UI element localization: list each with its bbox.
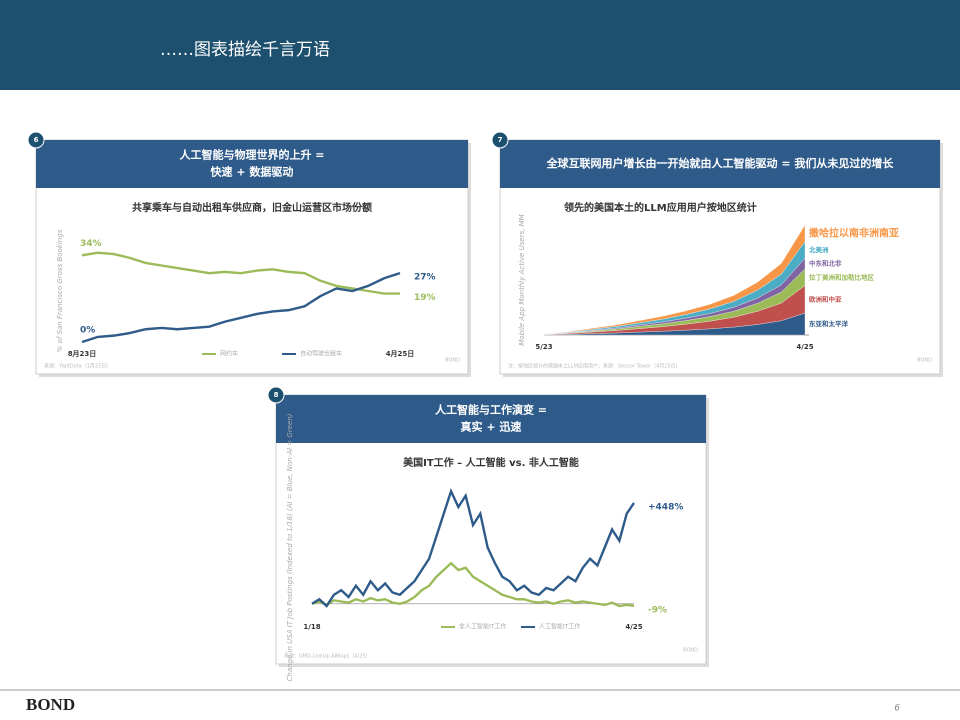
x-tick-label: 4/25 xyxy=(625,623,642,631)
series-label: 北美洲 xyxy=(809,245,829,254)
value-label: 27% xyxy=(414,273,436,283)
card-header xyxy=(36,140,468,188)
value-label: +448% xyxy=(648,502,683,512)
card-number: 7 xyxy=(498,136,503,144)
card-title: 人工智能与工作演变 = xyxy=(435,403,547,417)
credit: BOND xyxy=(445,358,460,364)
legend-label: 网约车 xyxy=(220,350,238,358)
card-title: 人工智能与物理世界的上升 = xyxy=(179,148,324,162)
legend-label: 非人工智能IT工作 xyxy=(459,623,506,631)
series-label: 中东和北非 xyxy=(809,259,842,268)
credit: BOND xyxy=(683,648,698,654)
card-badge xyxy=(267,386,285,404)
value-label: 34% xyxy=(80,239,102,249)
brand: BOND xyxy=(26,695,75,714)
card-number: 8 xyxy=(274,391,279,399)
series-line xyxy=(81,272,401,344)
card-title: 全球互联网用户增长由一开始就由人工智能驱动 = 我们从未见过的增长 xyxy=(546,156,895,170)
series-label: 欧洲和中亚 xyxy=(809,294,842,303)
slide-title: ……图表描绘千言万语 xyxy=(160,40,330,60)
legend-label: 自动驾驶出租车 xyxy=(300,350,342,358)
card-badge xyxy=(491,131,509,149)
value-label: -9% xyxy=(648,605,667,615)
x-tick-label: 8月23日 xyxy=(68,350,97,358)
header-band xyxy=(0,0,960,90)
credit: BOND xyxy=(917,358,932,364)
x-tick-label: 4/25 xyxy=(796,343,813,351)
y-axis-label: Change in USA IT Job Postings (Indexed t… xyxy=(286,413,294,681)
card-number: 6 xyxy=(34,136,39,144)
card-badge xyxy=(27,131,45,149)
y-axis-label: Mobile App Monthly Active Users, MM xyxy=(518,214,526,345)
series-label: 撒哈拉以南非洲南亚 xyxy=(809,226,899,239)
x-tick-label: 1/18 xyxy=(303,623,320,631)
chart-subtitle: 共享乘车与自动出租车供应商，旧金山运营区市场份额 xyxy=(132,201,372,214)
series-line xyxy=(311,487,635,608)
y-axis-label: % of San Francisco Gross Bookings xyxy=(56,229,64,352)
series-line xyxy=(311,561,635,608)
source-note: 来源：UMD-LinkUp AIMaps（4/25） xyxy=(284,653,371,660)
value-label: 19% xyxy=(414,293,436,303)
series-label: 东亚和太平洋 xyxy=(809,319,849,328)
source-note: 注：按地区统计的美国本土LLM应用用户；来源：Sensor Tower（4月25… xyxy=(508,363,681,370)
series-line xyxy=(81,251,400,295)
value-label: 0% xyxy=(80,326,95,336)
page-number: 6 xyxy=(894,704,900,714)
card-title: 快速 + 数据驱动 xyxy=(210,165,294,179)
chart-subtitle: 美国IT工作 – 人工智能 vs. 非人工智能 xyxy=(403,456,579,469)
source-note: 来源：YipitData（1月25日） xyxy=(44,363,111,370)
area-segment xyxy=(543,224,806,335)
x-tick-label: 5/23 xyxy=(535,343,552,351)
card-header xyxy=(500,140,940,188)
card-title: 真实 + 迅速 xyxy=(461,420,522,434)
x-tick-label: 4月25日 xyxy=(386,350,415,358)
series-label: 拉丁美洲和加勒比地区 xyxy=(809,272,875,281)
legend-label: 人工智能IT工作 xyxy=(539,623,580,631)
card-header xyxy=(276,395,706,443)
chart-subtitle: 领先的美国本土的LLM应用用户按地区统计 xyxy=(564,201,757,214)
